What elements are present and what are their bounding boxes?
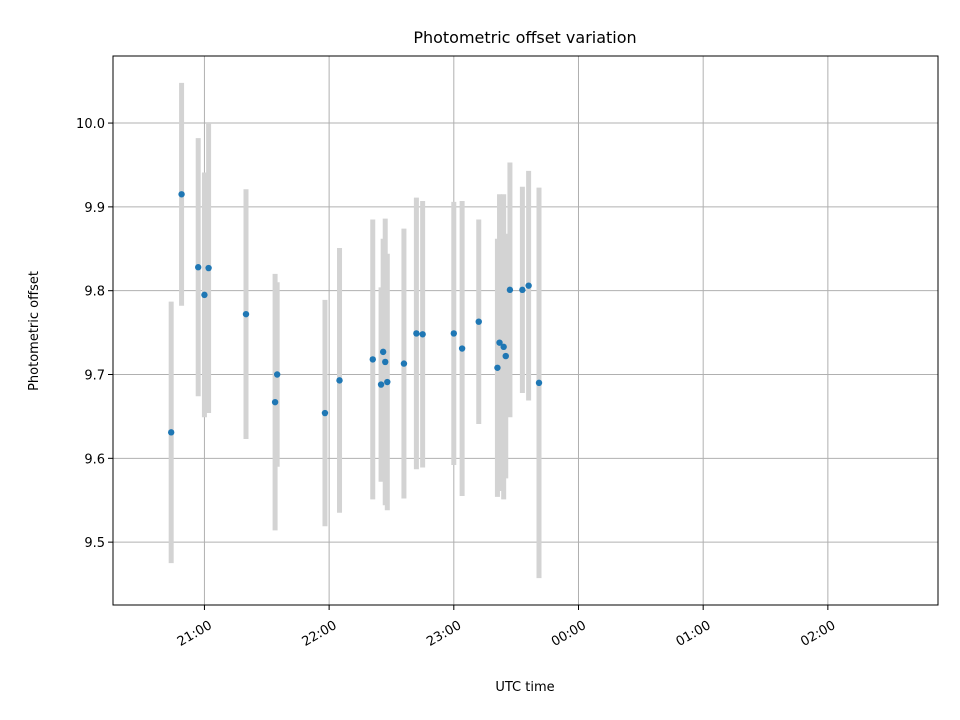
data-point bbox=[450, 330, 458, 337]
x-axis-label: UTC time bbox=[495, 680, 554, 695]
data-point bbox=[178, 191, 185, 198]
data-point bbox=[377, 381, 385, 388]
grid bbox=[113, 56, 938, 605]
data-point bbox=[242, 310, 250, 318]
data-point bbox=[195, 264, 202, 271]
data-point bbox=[475, 318, 482, 325]
data-point bbox=[321, 409, 329, 417]
plot-area bbox=[113, 56, 938, 605]
x-tick-label: 01:00 bbox=[674, 618, 714, 650]
data-point bbox=[336, 377, 343, 384]
data-point bbox=[506, 286, 514, 294]
data-point bbox=[400, 360, 408, 367]
plot-frame bbox=[112, 55, 939, 606]
points bbox=[167, 191, 543, 436]
y-axis-label: Photometric offset bbox=[27, 271, 42, 391]
data-point bbox=[525, 282, 532, 289]
y-tick-label: 9.8 bbox=[84, 285, 105, 300]
y-tick-label: 9.9 bbox=[84, 201, 105, 216]
data-point bbox=[382, 358, 389, 366]
data-point bbox=[500, 343, 507, 351]
data-point bbox=[201, 291, 208, 299]
x-tick-label: 23:00 bbox=[424, 618, 464, 650]
data-point bbox=[413, 330, 420, 337]
data-point bbox=[535, 379, 543, 387]
data-point bbox=[379, 348, 387, 356]
x-tick-label: 00:00 bbox=[549, 618, 589, 650]
data-point bbox=[271, 398, 279, 406]
data-point bbox=[273, 371, 281, 378]
chart-title: Photometric offset variation bbox=[413, 28, 636, 47]
y-tick-label: 9.5 bbox=[84, 536, 105, 551]
data-point bbox=[496, 339, 503, 346]
data-point bbox=[458, 345, 466, 352]
data-point bbox=[384, 378, 391, 386]
x-tick-label: 21:00 bbox=[175, 618, 215, 650]
data-point bbox=[502, 352, 509, 360]
data-point bbox=[419, 331, 426, 338]
y-axis: 9.5 9.6 9.7 9.8 9.9 10.0 bbox=[76, 117, 113, 551]
data-point bbox=[167, 429, 175, 436]
y-tick-label: 9.7 bbox=[84, 369, 105, 384]
x-axis: 21:00 22:00 23:00 00:00 01:00 02:00 bbox=[175, 605, 838, 650]
x-tick-label: 22:00 bbox=[300, 618, 340, 650]
y-tick-label: 10.0 bbox=[76, 117, 105, 132]
data-point bbox=[205, 264, 212, 272]
x-tick-label: 02:00 bbox=[798, 618, 838, 650]
data-point bbox=[494, 364, 501, 371]
data-point bbox=[369, 356, 376, 363]
y-tick-label: 9.6 bbox=[84, 452, 105, 467]
data-point bbox=[519, 286, 526, 294]
